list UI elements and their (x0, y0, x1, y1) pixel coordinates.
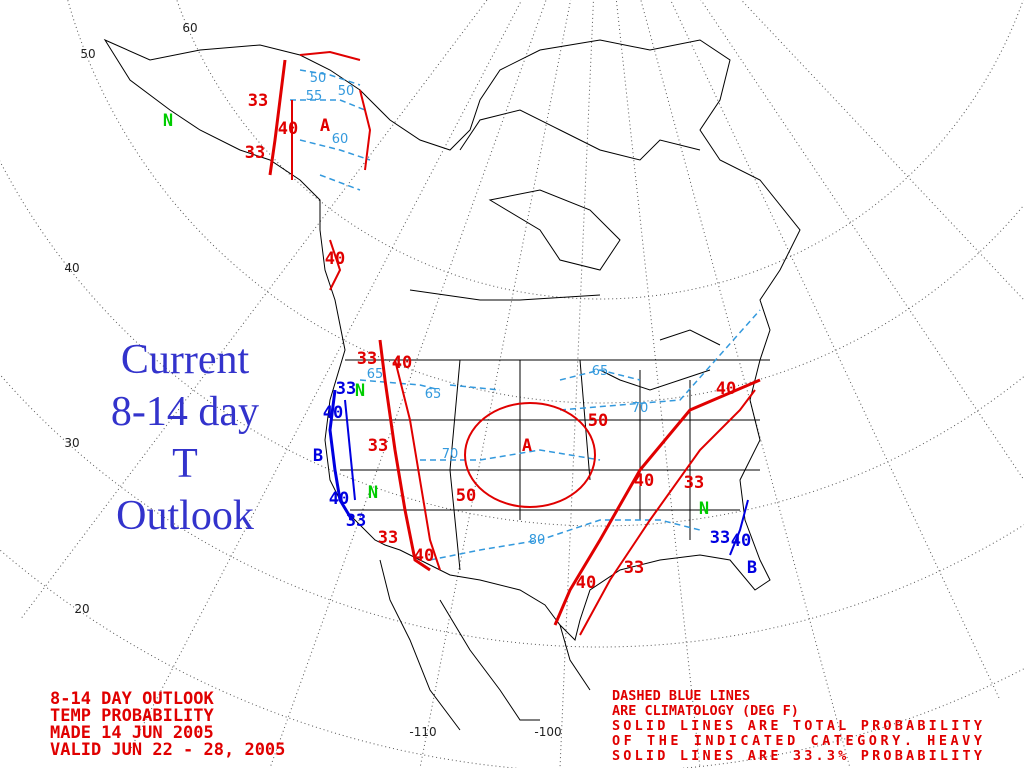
below-normal-label: B (747, 558, 757, 578)
latitude-label: 60 (182, 21, 197, 35)
latitude-label: 50 (80, 47, 95, 61)
climatology-contours (290, 69, 761, 561)
climatology-label: 50 (338, 84, 355, 99)
legend-left-line: MADE 14 JUN 2005 (50, 723, 214, 743)
climatology-label: 65 (425, 387, 442, 402)
latitude-label: 30 (64, 436, 79, 450)
climatology-label: 70 (442, 447, 459, 462)
climatology-label: 65 (367, 367, 384, 382)
above-normal-label: A (320, 116, 330, 136)
near-normal-label: N (699, 499, 709, 519)
above-normal-label: 40 (414, 546, 434, 566)
above-normal-label: 40 (576, 573, 596, 593)
legend-right-line: SOLID LINES ARE 33.3% PROBABILITY (612, 748, 983, 764)
below-normal-label: B (313, 446, 323, 466)
below-normal-label: 33 (346, 511, 366, 531)
above-normal-label: 33 (357, 349, 377, 369)
climatology-label: 80 (529, 533, 546, 548)
legend-left-line: VALID JUN 22 - 28, 2005 (50, 740, 285, 760)
above-normal-label: 40 (325, 249, 345, 269)
latitude-label: 20 (74, 602, 89, 616)
above-normal-label: 50 (588, 411, 608, 431)
legend-left-line: TEMP PROBABILITY (50, 706, 215, 726)
above-normal-label: 40 (278, 119, 298, 139)
overlay-title: Current 8-14 day T Outlook (80, 334, 290, 542)
near-normal-label: N (368, 483, 378, 503)
above-normal-contours (268, 50, 761, 636)
climatology-label: 65 (592, 364, 609, 379)
climatology-label: 55 (306, 89, 323, 104)
above-normal-label: 50 (456, 486, 476, 506)
overlay-line: Outlook (116, 493, 254, 539)
below-normal-label: 40 (731, 531, 751, 551)
below-normal-label: 33 (710, 528, 730, 548)
legend-right-line: OF THE INDICATED CATEGORY. HEAVY (612, 733, 983, 749)
above-normal-label: 40 (634, 471, 654, 491)
overlay-line: T (172, 441, 198, 487)
near-normal-label: N (355, 381, 365, 401)
climatology-label: 50 (310, 71, 327, 86)
legend-right-line: ARE CLIMATOLOGY (DEG F) (612, 703, 799, 719)
above-normal-label: 33 (378, 528, 398, 548)
latitude-label: 40 (64, 261, 79, 275)
above-normal-label: 33 (624, 558, 644, 578)
above-normal-label: A (522, 436, 532, 456)
longitude-label: -100 (534, 725, 561, 739)
above-normal-label: 33 (248, 91, 268, 111)
above-normal-label: 33 (368, 436, 388, 456)
above-normal-label: 33 (684, 473, 704, 493)
overlay-line: Current (120, 337, 250, 383)
below-normal-contours (328, 389, 749, 556)
longitude-label: -110 (409, 725, 436, 739)
below-normal-label: 40 (329, 489, 349, 509)
above-normal-label: 40 (392, 353, 412, 373)
below-normal-label: 33 (336, 379, 356, 399)
below-normal-label: 40 (323, 403, 343, 423)
above-normal-label: 40 (716, 379, 736, 399)
legend-left-line: 8-14 DAY OUTLOOK (50, 689, 215, 709)
legend-right-line: SOLID LINES ARE TOTAL PROBABILITY (612, 718, 983, 734)
climatology-label: 70 (632, 401, 649, 416)
coastlines (103, 38, 801, 731)
above-normal-label: 33 (245, 143, 265, 163)
legend-right-line: DASHED BLUE LINES (612, 688, 750, 704)
climatology-label: 60 (332, 132, 349, 147)
overlay-line: 8-14 day (110, 389, 260, 435)
near-normal-label: N (163, 111, 173, 131)
